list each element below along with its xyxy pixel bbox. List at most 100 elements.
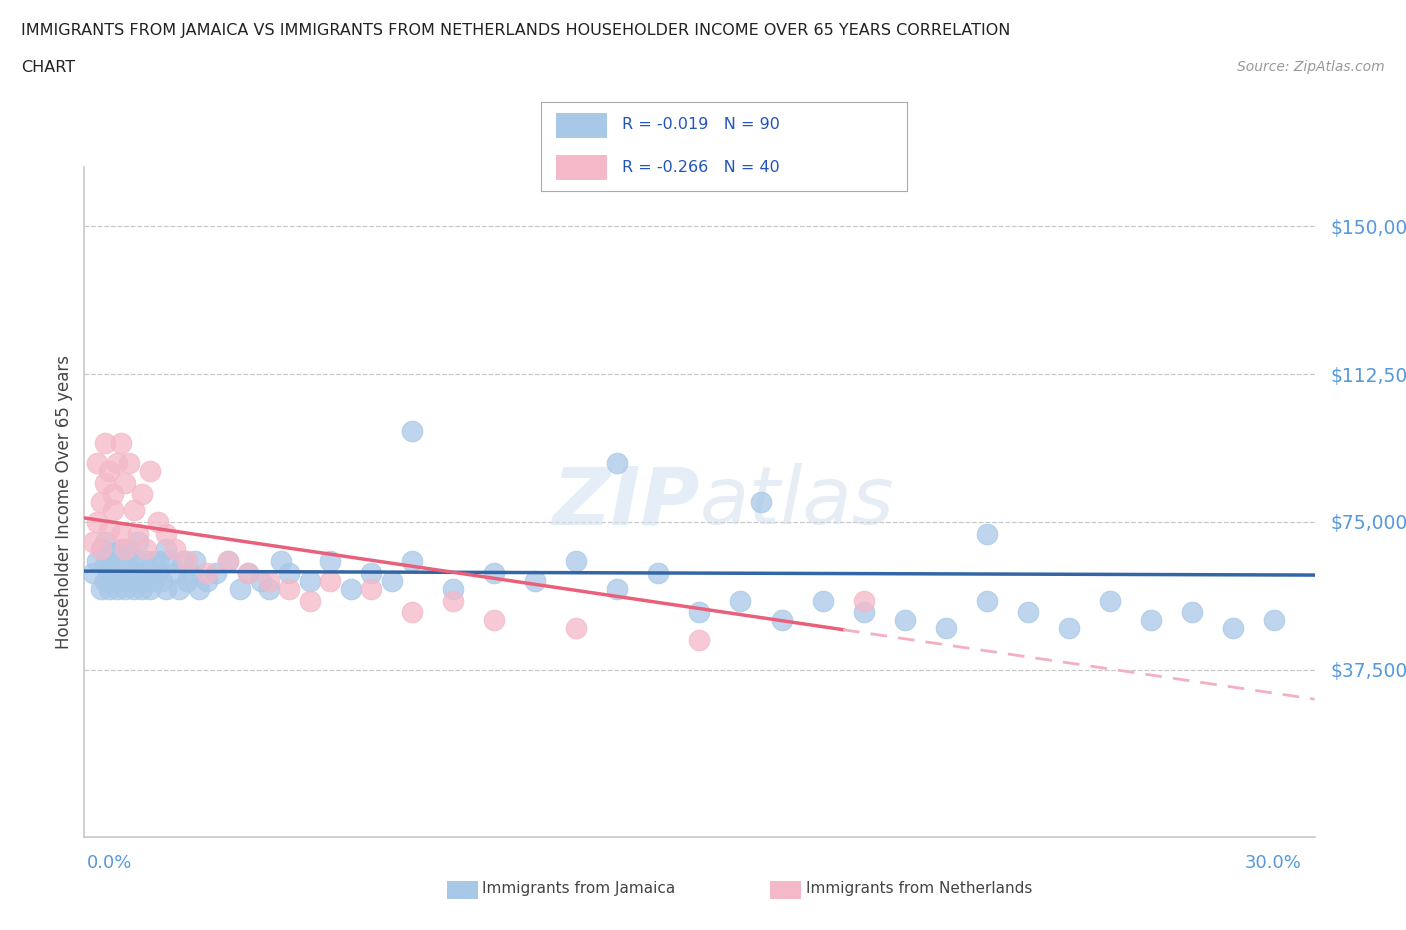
Point — [90, 542, 112, 557]
Point — [1057, 621, 1080, 636]
Text: IMMIGRANTS FROM JAMAICA VS IMMIGRANTS FROM NETHERLANDS HOUSEHOLDER INCOME OVER 6: IMMIGRANTS FROM JAMAICA VS IMMIGRANTS FR… — [21, 23, 1011, 38]
Point — [197, 565, 219, 580]
Point — [94, 534, 117, 549]
Point — [172, 554, 194, 569]
Point — [229, 581, 252, 596]
Text: Source: ZipAtlas.com: Source: ZipAtlas.com — [1237, 60, 1385, 74]
Point — [893, 613, 915, 628]
Point — [135, 542, 157, 557]
Point — [401, 554, 423, 569]
Point — [101, 487, 124, 502]
Point — [131, 487, 153, 502]
Point — [94, 475, 117, 490]
Point — [443, 581, 465, 596]
Point — [139, 463, 162, 478]
Point — [270, 554, 292, 569]
Point — [148, 554, 170, 569]
Point — [98, 554, 120, 569]
Point — [131, 581, 153, 596]
Point — [114, 565, 136, 580]
Point — [118, 456, 141, 471]
Point — [131, 565, 153, 580]
Point — [770, 613, 793, 628]
Point — [139, 565, 162, 580]
Point — [118, 542, 141, 557]
Point — [204, 565, 226, 580]
Point — [110, 542, 132, 557]
Point — [110, 574, 132, 589]
Y-axis label: Householder Income Over 65 years: Householder Income Over 65 years — [55, 355, 73, 649]
Point — [101, 546, 124, 561]
Point — [811, 593, 834, 608]
Point — [86, 514, 108, 529]
Point — [188, 581, 211, 596]
Point — [976, 526, 998, 541]
Point — [401, 424, 423, 439]
Point — [249, 574, 271, 589]
Point — [238, 565, 260, 580]
Point — [935, 621, 957, 636]
Point — [319, 574, 342, 589]
Point — [278, 565, 301, 580]
Point — [118, 562, 141, 577]
Point — [278, 581, 301, 596]
Point — [148, 514, 170, 529]
Bar — [555, 155, 607, 180]
Point — [114, 475, 136, 490]
Point — [381, 574, 404, 589]
Point — [94, 435, 117, 450]
Point — [689, 632, 711, 647]
Point — [689, 605, 711, 620]
Point — [139, 581, 162, 596]
Text: ZIP: ZIP — [553, 463, 700, 541]
Point — [217, 554, 239, 569]
Point — [155, 526, 177, 541]
Point — [443, 593, 465, 608]
Point — [82, 534, 104, 549]
Point — [114, 581, 136, 596]
Point — [94, 558, 117, 573]
Point — [484, 565, 506, 580]
Point — [257, 581, 280, 596]
Point — [90, 581, 112, 596]
Point — [298, 593, 321, 608]
Point — [110, 558, 132, 573]
Point — [852, 593, 875, 608]
Point — [135, 554, 157, 569]
Point — [127, 534, 149, 549]
Point — [1098, 593, 1121, 608]
Point — [150, 574, 173, 589]
Point — [98, 523, 120, 538]
Point — [976, 593, 998, 608]
Point — [484, 613, 506, 628]
Point — [122, 565, 145, 580]
Point — [1263, 613, 1285, 628]
Text: 0.0%: 0.0% — [87, 854, 132, 872]
Text: Immigrants from Netherlands: Immigrants from Netherlands — [806, 881, 1032, 896]
Point — [118, 574, 141, 589]
Point — [360, 581, 382, 596]
Point — [143, 554, 166, 569]
Point — [176, 574, 198, 589]
Point — [105, 581, 128, 596]
Point — [1017, 605, 1039, 620]
Point — [749, 495, 772, 510]
Point — [98, 581, 120, 596]
Point — [98, 565, 120, 580]
Point — [114, 542, 136, 557]
Point — [257, 574, 280, 589]
Point — [319, 554, 342, 569]
Point — [127, 526, 149, 541]
Point — [101, 574, 124, 589]
Point — [135, 574, 157, 589]
Point — [852, 605, 875, 620]
Point — [163, 565, 186, 580]
Point — [94, 574, 117, 589]
Point — [105, 456, 128, 471]
Point — [197, 574, 219, 589]
Point — [401, 605, 423, 620]
Point — [110, 435, 132, 450]
Point — [176, 554, 198, 569]
Point — [1181, 605, 1204, 620]
Point — [148, 565, 170, 580]
